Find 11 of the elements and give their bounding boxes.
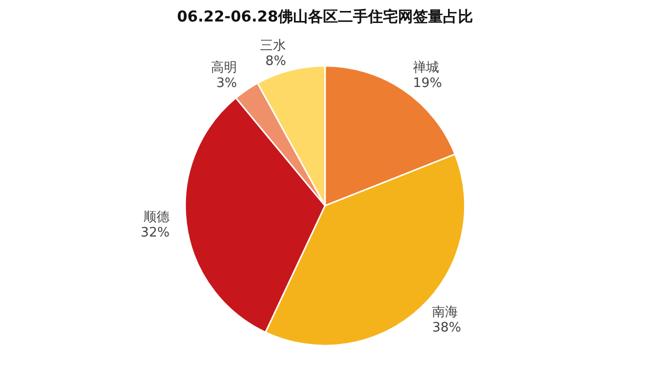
data-label: 32%: [140, 226, 170, 241]
slice-label: 禅城: [413, 60, 440, 76]
slice-label: 南海: [432, 304, 458, 320]
slice-label: 三水: [260, 38, 286, 54]
slice-label: 顺德: [144, 210, 170, 226]
data-label: 8%: [265, 54, 286, 69]
data-label: 19%: [413, 76, 442, 92]
chart-title: 06.22-06.28佛山各区二手住宅网签量占比: [176, 8, 474, 26]
data-label: 3%: [216, 76, 237, 92]
slice-label: 高明: [210, 60, 237, 76]
data-label: 38%: [432, 320, 462, 336]
